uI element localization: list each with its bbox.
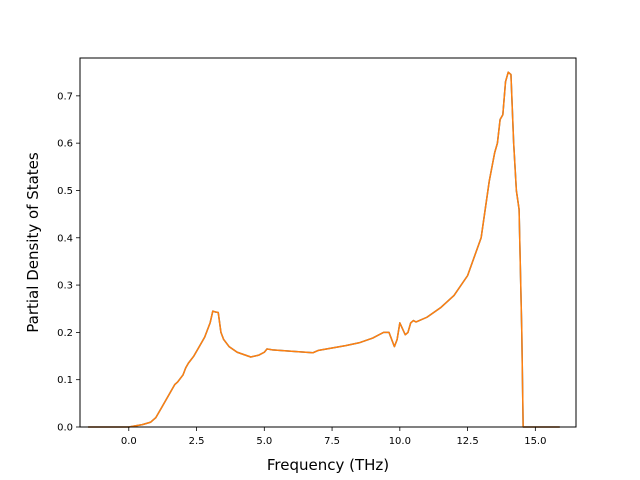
plot-area: [80, 58, 576, 427]
y-tick-label: 0.0: [57, 423, 73, 434]
x-tick-label: 7.5: [324, 436, 340, 447]
y-tick-label: 0.3: [57, 281, 73, 292]
x-tick-label: 12.5: [456, 436, 478, 447]
y-tick-label: 0.6: [57, 139, 73, 150]
y-tick-label: 0.7: [57, 91, 73, 102]
y-axis-ticks: 0.0 0.1 0.2 0.3 0.4 0.5 0.6 0.7: [57, 91, 80, 434]
x-axis-ticks: 0.0 2.5 5.0 7.5 10.0 12.5 15.0: [121, 427, 546, 447]
series-layer: [88, 71, 560, 428]
axes-frame: [79, 57, 577, 428]
x-tick-label: 0.0: [121, 436, 137, 447]
y-axis-label: Partial Density of States: [24, 152, 42, 333]
x-tick-label: 2.5: [189, 436, 205, 447]
x-tick-label: 10.0: [389, 436, 411, 447]
x-axis-label: Frequency (THz): [267, 456, 389, 474]
plot-background: [80, 58, 576, 427]
x-tick-label: 15.0: [524, 436, 546, 447]
x-tick-label: 5.0: [256, 436, 272, 447]
y-tick-label: 0.1: [57, 375, 73, 386]
series-line-2: [88, 71, 560, 428]
y-tick-label: 0.5: [57, 186, 73, 197]
y-tick-label: 0.2: [57, 328, 73, 339]
y-tick-label: 0.4: [57, 233, 73, 244]
